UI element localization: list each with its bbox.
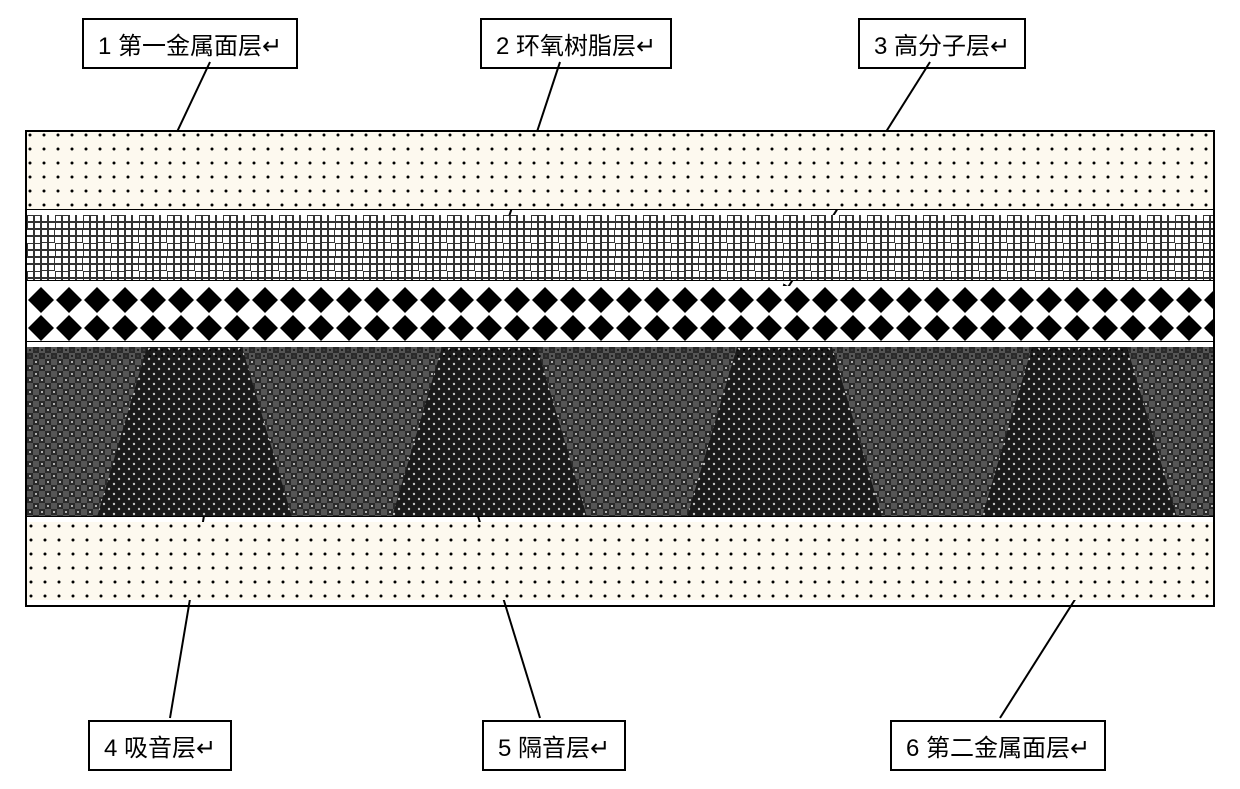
label-suffix: ↵ bbox=[636, 33, 656, 60]
label-suffix: ↵ bbox=[990, 33, 1010, 60]
label-num: 1 bbox=[98, 33, 111, 60]
label-text: 第一金属面层 bbox=[118, 33, 262, 60]
label-layer-3: 3 高分子层↵ bbox=[858, 18, 1026, 69]
label-suffix: ↵ bbox=[262, 33, 282, 60]
layer-3-polymer bbox=[27, 286, 1213, 342]
label-text: 环氧树脂层 bbox=[516, 33, 636, 60]
label-layer-2: 2 环氧树脂层↵ bbox=[480, 18, 672, 69]
label-suffix: ↵ bbox=[196, 735, 216, 762]
label-num: 3 bbox=[874, 33, 887, 60]
label-text: 吸音层 bbox=[124, 735, 196, 762]
layer-1-first-metal bbox=[27, 132, 1213, 210]
cross-section-diagram bbox=[25, 130, 1215, 607]
label-num: 4 bbox=[104, 735, 117, 762]
layer-2-epoxy bbox=[27, 215, 1213, 281]
label-num: 6 bbox=[906, 735, 919, 762]
label-layer-1: 1 第一金属面层↵ bbox=[82, 18, 298, 69]
layer-6-second-metal bbox=[27, 522, 1213, 600]
label-layer-4: 4 吸音层↵ bbox=[88, 720, 232, 771]
label-text: 隔音层 bbox=[518, 735, 590, 762]
label-layer-6: 6 第二金属面层↵ bbox=[890, 720, 1106, 771]
label-text: 高分子层 bbox=[894, 33, 990, 60]
label-suffix: ↵ bbox=[1070, 735, 1090, 762]
label-text: 第二金属面层 bbox=[926, 735, 1070, 762]
label-num: 5 bbox=[498, 735, 511, 762]
layer-4-5-acoustic bbox=[27, 347, 1213, 517]
label-suffix: ↵ bbox=[590, 735, 610, 762]
label-layer-5: 5 隔音层↵ bbox=[482, 720, 626, 771]
label-num: 2 bbox=[496, 33, 509, 60]
